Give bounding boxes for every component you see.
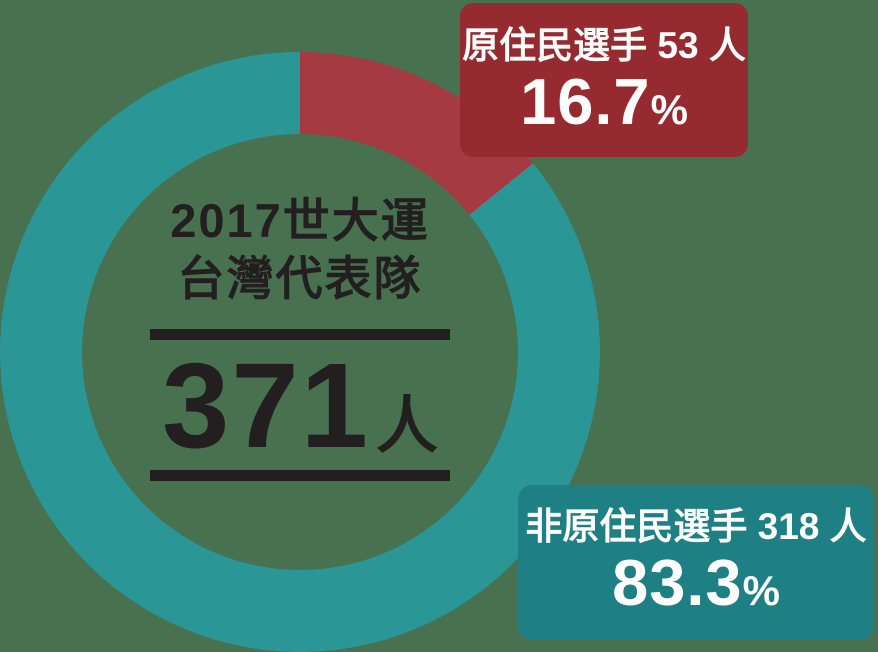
percentage-value: 83.3 (612, 546, 743, 619)
chart-title-line2: 台灣代表隊 (177, 252, 423, 305)
percent-sign: % (650, 86, 688, 133)
total-value: 371 (162, 337, 370, 473)
donut-center-label: 2017世大運 台灣代表隊 371 人 (100, 192, 500, 481)
callout-indigenous-label: 原住民選手 53 人 (462, 25, 746, 66)
total-count: 371 人 (100, 342, 500, 468)
percentage-value: 16.7 (520, 65, 651, 138)
divider-rule-top (150, 329, 450, 340)
callout-non-indigenous-percentage: 83.3% (518, 550, 874, 615)
total-unit: 人 (375, 392, 438, 461)
donut-hole (82, 134, 518, 570)
callout-indigenous-percentage: 16.7% (460, 69, 748, 134)
callout-non-indigenous-label: 非原住民選手 318 人 (525, 506, 867, 547)
callout-non-indigenous: 非原住民選手 318 人 83.3% (518, 485, 874, 640)
chart-title-line1: 2017世大運 (170, 194, 430, 247)
percent-sign: % (742, 567, 780, 614)
callout-indigenous: 原住民選手 53 人 16.7% (460, 3, 748, 157)
divider-rule-bottom (150, 470, 450, 481)
